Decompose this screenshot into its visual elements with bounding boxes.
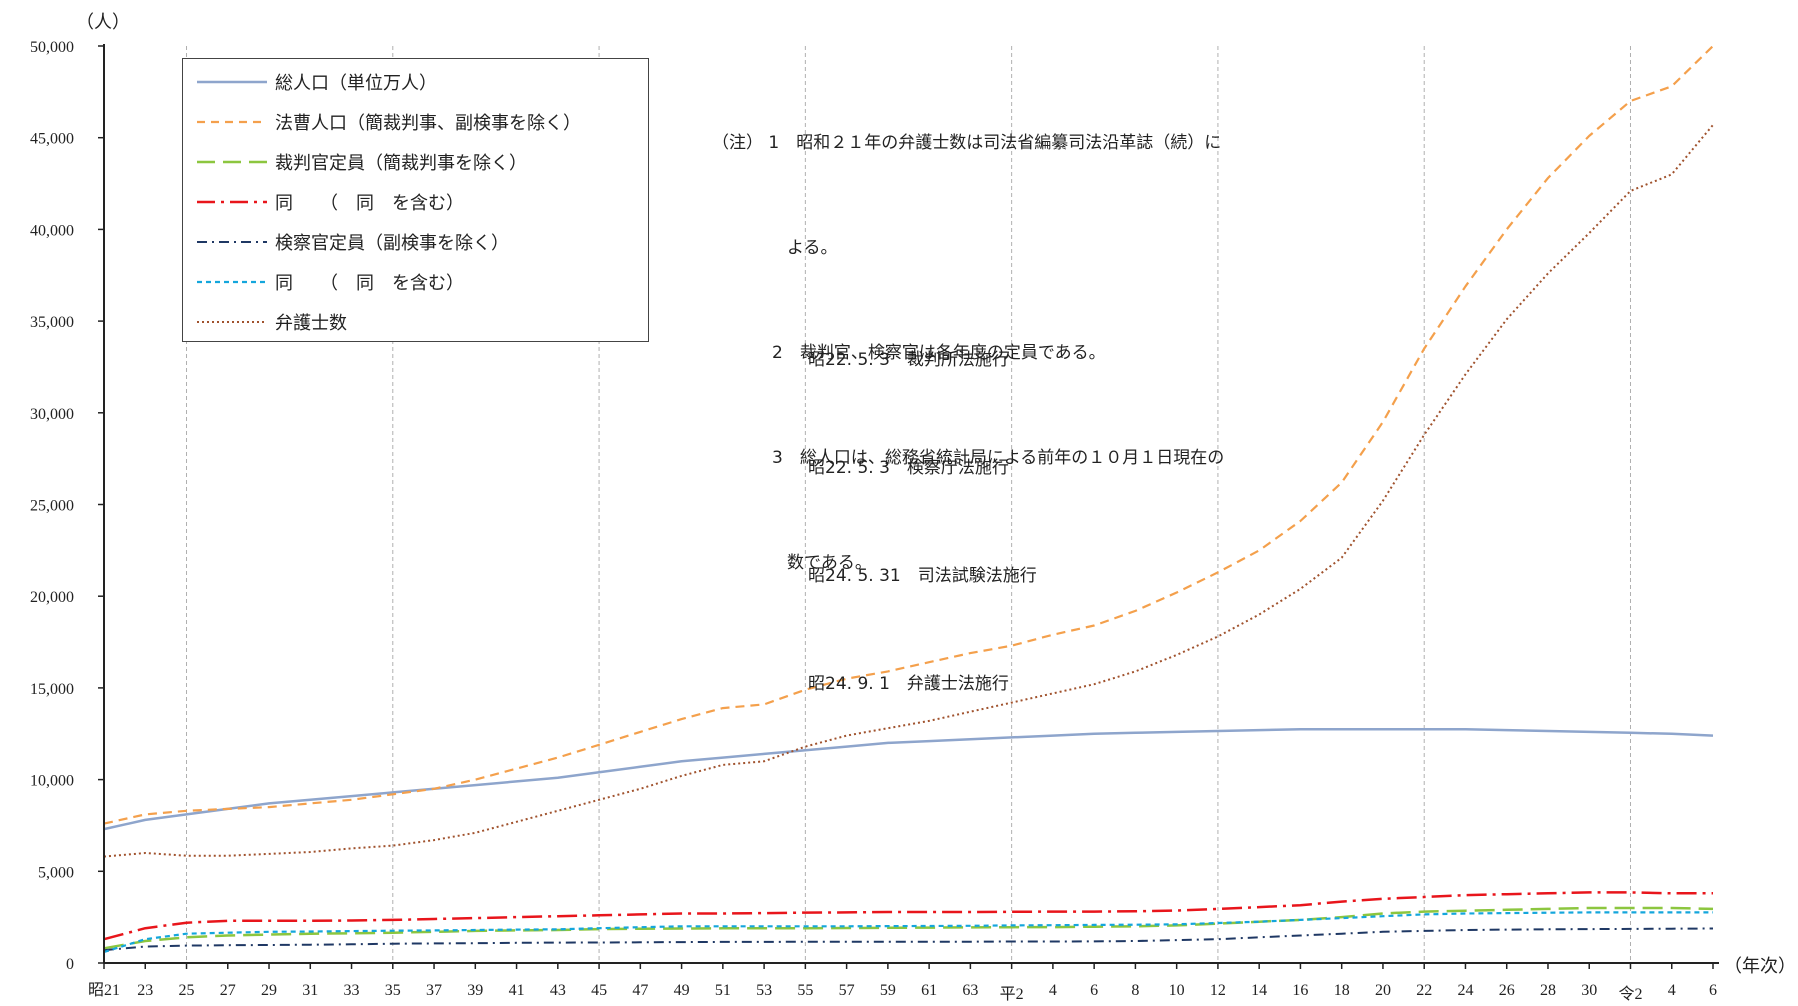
series-line-5 [103,911,1713,954]
legend-swatch [197,280,267,284]
legend-item-total-population: 総人口（単位万人） [197,67,437,97]
x-tick-label: 24 [1457,982,1473,999]
y-tick-label: 10,000 [30,773,74,790]
x-tick-label: 61 [921,982,937,999]
x-tick-label: 4 [1668,982,1676,999]
note-1-cont: よる。 [787,238,838,258]
series-line-3 [103,891,1713,941]
y-tick-label: 5,000 [38,864,74,881]
x-tick-label: 12 [1210,982,1226,999]
legend-label: 同 （ 同 を含む） [275,193,464,214]
x-tick-label: 57 [839,982,855,999]
vertical-gridlines [186,46,1631,963]
legend-item-legal-population: 法曹人口（簡裁判事、副検事を除く） [197,107,581,137]
x-tick-label: 47 [632,982,648,999]
legend-item-judges: 裁判官定員（簡裁判事を除く） [197,147,527,177]
x-tick-label: 35 [385,982,401,999]
note-1: （注） 1 昭和２１年の弁護士数は司法省編纂司法沿革誌（続）に [712,133,1222,153]
law-event: 昭24. 5. 31 司法試験法施行 [808,566,1037,586]
y-tick-label: 0 [66,956,74,973]
note-3: 3 総人口は、総務省統計局による前年の１０月１日現在の [772,448,1225,468]
y-tick-label: 20,000 [30,589,74,606]
legend-swatch [197,80,267,84]
x-tick-labels: 昭21 23 25 27 29 31 33 35 37 39 41 43 45 47 49 51 53 55 57 5… [88,982,1717,1003]
legend-item-prosecutors: 検察官定員（副検事を除く） [197,227,509,257]
x-tick-label: 43 [550,982,566,999]
note-2: 2 裁判官、検察官は各年度の定員である。 [772,343,1106,363]
x-axis-unit: （年次） [1724,956,1796,977]
y-tick-label: 50,000 [30,39,74,56]
x-tick-label: 27 [220,982,236,999]
x-tick-label: 22 [1416,982,1432,999]
axes [98,44,1719,969]
x-tick-label: 18 [1334,982,1350,999]
legend-label: 検察官定員（副検事を除く） [275,233,509,254]
series-line-4 [103,927,1714,952]
legend-item-lawyers: 弁護士数 [197,307,347,337]
x-tick-label: 6 [1090,982,1098,999]
law-event: 昭22. 5. 3 裁判所法施行 [808,350,1009,370]
legend-label: 弁護士数 [275,313,347,334]
x-tick-label: 31 [302,982,318,999]
x-tick-label: 令2 [1618,985,1642,1003]
x-tick-label: 45 [591,982,607,999]
x-tick-label: 平2 [1000,986,1024,1003]
chart-series [103,45,1714,954]
x-tick-label: 14 [1251,982,1267,999]
legend-item-prosecutors-incl: 同 （ 同 を含む） [197,267,464,297]
x-tick-label: 55 [797,982,813,999]
x-tick-label: 33 [344,982,360,999]
x-tick-label: 63 [962,982,978,999]
chart-notes: （注） 1 昭和２１年の弁護士数は司法省編纂司法沿革誌（続）に よる。 2 裁判… [712,56,1224,616]
y-tick-label: 30,000 [30,406,74,423]
note-3-cont: 数である。 [787,553,872,573]
x-tick-label: 30 [1581,982,1597,999]
y-tick-label: 40,000 [30,222,74,239]
legend-swatch [197,160,267,164]
legend-item-judges-incl: 同 （ 同 を含む） [197,187,464,217]
x-tick-label: 29 [261,982,277,999]
legend-swatch [197,120,267,124]
x-tick-label: 8 [1131,982,1139,999]
series-line-2 [103,906,1714,950]
x-tick-label: 20 [1375,982,1391,999]
legend-label: 法曹人口（簡裁判事、副検事を除く） [275,113,581,134]
x-tick-label: 41 [509,982,525,999]
y-tick-label: 35,000 [30,314,74,331]
series-line-6 [103,124,1714,858]
y-tick-label: 15,000 [30,681,74,698]
series-line-0 [103,727,1714,831]
x-tick-label: 53 [756,982,772,999]
legend-label: 総人口（単位万人） [275,73,437,94]
law-event: 昭24. 9. 1 弁護士法施行 [808,674,1009,694]
x-tick-label: 23 [137,982,153,999]
y-axis-unit: （人） [76,12,130,33]
x-tick-label: 10 [1169,982,1185,999]
x-tick-label: 昭21 [88,982,120,999]
x-tick-label: 4 [1049,982,1057,999]
legend-swatch [197,321,267,323]
legend-label: 裁判官定員（簡裁判事を除く） [275,153,527,174]
chart-legend: 総人口（単位万人） 法曹人口（簡裁判事、副検事を除く） 裁判官定員（簡裁判事を除… [182,58,649,342]
legend-swatch [197,241,267,243]
law-event: 昭22. 5. 3 検察庁法施行 [808,458,1009,478]
y-tick-label: 25,000 [30,498,74,515]
x-tick-label: 25 [179,982,195,999]
x-tick-label: 6 [1709,982,1717,999]
legend-swatch [197,200,267,204]
y-tick-labels: 0 5,000 10,000 15,000 20,000 25,000 30,000 35,0… [30,39,74,973]
x-tick-label: 49 [674,982,690,999]
x-tick-label: 26 [1499,982,1515,999]
x-tick-label: 28 [1540,982,1556,999]
x-tick-label: 16 [1292,982,1308,999]
y-tick-label: 45,000 [30,131,74,148]
x-tick-label: 59 [880,982,896,999]
legend-label: 同 （ 同 を含む） [275,273,464,294]
x-tick-label: 37 [426,982,442,999]
x-tick-label: 51 [715,982,731,999]
x-tick-label: 39 [467,982,483,999]
law-events-list: 昭22. 5. 3 裁判所法施行 昭22. 5. 3 検察庁法施行 昭24. 5… [808,270,1037,738]
